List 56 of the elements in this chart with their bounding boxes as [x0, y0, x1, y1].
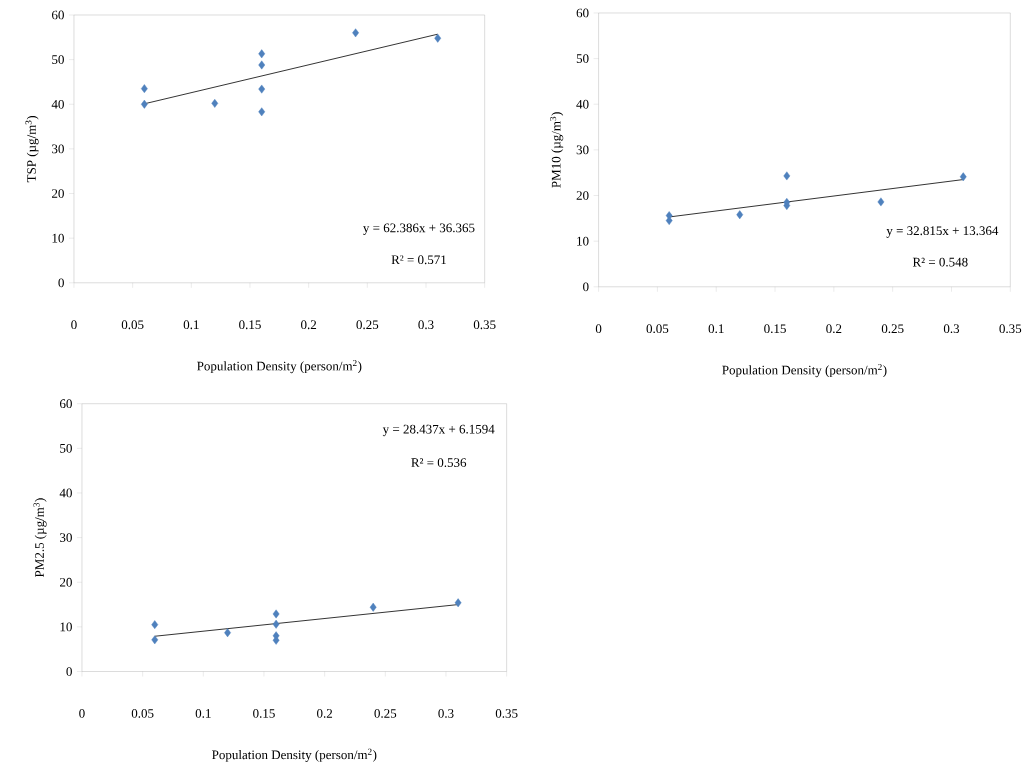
x-tick-label: 0.1	[183, 320, 199, 330]
annotation: R² = 0.571	[391, 255, 446, 265]
x-tick-label: 0.25	[356, 320, 379, 330]
x-tick-label: 0.35	[999, 324, 1022, 334]
x-tick-label: 0.3	[438, 708, 454, 718]
annotation: y = 32.815x + 13.364	[886, 226, 999, 238]
y-tick-label: 10	[577, 236, 589, 246]
x-tick-label: 0	[79, 708, 85, 718]
y-tick-label: 30	[52, 144, 64, 154]
y-tick-label: 40	[576, 99, 589, 109]
x-tick-label: 0.25	[374, 708, 397, 718]
y-tick-label: 20	[60, 577, 72, 587]
y-tick-label: 20	[576, 191, 589, 200]
x-tick-label: 0.05	[646, 324, 669, 334]
annotation: y = 62.386x + 36.365	[363, 223, 475, 235]
x-tick-label: 0.2	[301, 320, 317, 330]
y-tick-label: 0	[583, 282, 589, 292]
y-tick-label: 60	[576, 8, 589, 18]
y-tick-label: 0	[58, 278, 64, 288]
y-tick-label: 60	[60, 399, 72, 408]
x-tick-label: 0.15	[764, 324, 786, 334]
x-axis-title: Population Density (person/m$^{2}$)	[722, 363, 887, 378]
x-tick-label: 0.2	[826, 324, 842, 334]
y-tick-label: 40	[59, 488, 72, 498]
x-tick-label: 0.35	[473, 320, 496, 330]
annotation: R² = 0.548	[912, 257, 968, 267]
x-tick-label: 0.25	[881, 324, 904, 334]
x-tick-label: 0.1	[708, 324, 724, 334]
y-tick-label: 10	[60, 622, 72, 632]
x-tick-label: 0	[595, 324, 602, 333]
x-axis-title: Population Density (person/m$^{2}$)	[197, 359, 362, 374]
y-tick-label: 50	[576, 54, 589, 63]
y-tick-label: 30	[60, 533, 72, 542]
y-tick-label: 50	[52, 55, 64, 64]
y-tick-label: 10	[52, 233, 64, 243]
x-axis-title: Population Density (person/m$^{2}$)	[212, 748, 377, 762]
x-tick-label: 0.2	[317, 708, 333, 718]
y-axis-title: TSP (µg/m$^{3}$)	[25, 115, 39, 183]
annotation: y = 28.437x + 6.1594	[382, 424, 495, 437]
y-tick-label: 30	[576, 145, 589, 155]
x-tick-label: 0.3	[943, 324, 960, 334]
x-tick-label: 0.15	[239, 320, 261, 330]
x-tick-label: 0.35	[495, 708, 518, 718]
annotation: R² = 0.536	[411, 458, 467, 467]
y-tick-label: 50	[60, 443, 72, 453]
x-tick-label: 0.05	[121, 320, 144, 330]
x-tick-label: 0.15	[253, 708, 275, 718]
y-tick-label: 40	[51, 99, 64, 109]
y-axis-title: PM2.5 (µg/m$^{3}$)	[33, 498, 47, 577]
y-axis-title: PM10 (µg/m$^{3}$)	[550, 112, 564, 188]
y-tick-label: 0	[66, 667, 72, 676]
x-tick-label: 0.05	[131, 708, 154, 718]
x-tick-label: 0.1	[195, 708, 211, 718]
x-tick-label: 0.3	[418, 320, 434, 330]
y-tick-label: 60	[52, 10, 64, 20]
y-tick-label: 20	[52, 189, 64, 198]
